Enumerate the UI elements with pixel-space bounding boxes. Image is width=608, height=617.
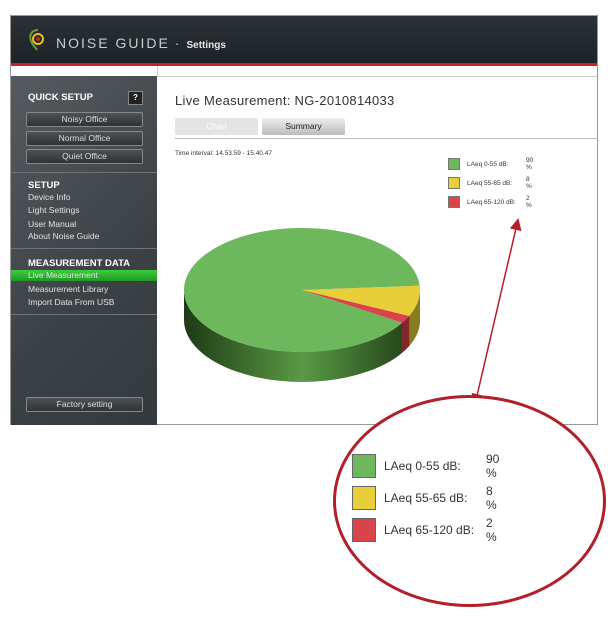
legend-item: LAeq 0-55 dB: 90 % [448, 157, 533, 171]
noisy-office-button[interactable]: Noisy Office [26, 112, 143, 127]
callout-legend-item: LAeq 65-120 dB: 2 % [352, 516, 497, 544]
measurement-library-link[interactable]: Measurement Library [28, 284, 109, 294]
factory-setting-button[interactable]: Factory setting [26, 397, 143, 412]
legend-item: LAeq 55-65 dB: 8 % [448, 176, 532, 190]
legend-swatch [448, 177, 460, 189]
live-measurement-link[interactable]: Live Measurement [11, 270, 157, 281]
pie-side [184, 290, 420, 382]
app-title: NOISE GUIDE · Settings [56, 35, 226, 51]
light-settings-link[interactable]: Light Settings [28, 205, 80, 215]
legend-callout [333, 395, 606, 607]
legend-swatch [448, 158, 460, 170]
callout-legend-item: LAeq 0-55 dB: 90 % [352, 452, 499, 480]
sidebar: QUICK SETUP ? Noisy Office Normal Office… [11, 76, 157, 425]
pie-slice-side [402, 316, 410, 353]
pie-slice-side [409, 290, 420, 347]
quiet-office-button[interactable]: Quiet Office [26, 149, 143, 164]
import-usb-link[interactable]: Import Data From USB [28, 297, 115, 307]
time-interval: Time interval: 14.53.59 - 15.40.47 [175, 150, 272, 157]
tab-summary[interactable]: Summary [262, 118, 345, 135]
measurement-data-heading: MEASUREMENT DATA [28, 258, 131, 269]
noise-guide-logo-icon [29, 29, 44, 51]
legend-swatch [448, 196, 460, 208]
pie-slice [183, 227, 420, 352]
setup-heading: SETUP [28, 180, 60, 191]
pie-slice [302, 285, 420, 317]
help-button[interactable]: ? [128, 91, 143, 105]
about-link[interactable]: About Noise Guide [28, 231, 100, 241]
tab-chart[interactable]: Chart [175, 118, 258, 135]
user-manual-link[interactable]: User Manual [28, 219, 77, 229]
normal-office-button[interactable]: Normal Office [26, 131, 143, 146]
header: NOISE GUIDE · Settings [11, 16, 597, 66]
legend-item: LAeq 65-120 dB: 2 % [448, 195, 532, 209]
quick-setup-heading: QUICK SETUP [28, 92, 93, 103]
callout-legend-item: LAeq 55-65 dB: 8 % [352, 484, 497, 512]
device-info-link[interactable]: Device Info [28, 192, 71, 202]
page-title: Live Measurement: NG-2010814033 [175, 93, 395, 108]
main-panel: Live Measurement: NG-2010814033 Chart Su… [158, 76, 598, 425]
section-title: Settings [186, 40, 226, 51]
pie-slice [302, 290, 410, 323]
